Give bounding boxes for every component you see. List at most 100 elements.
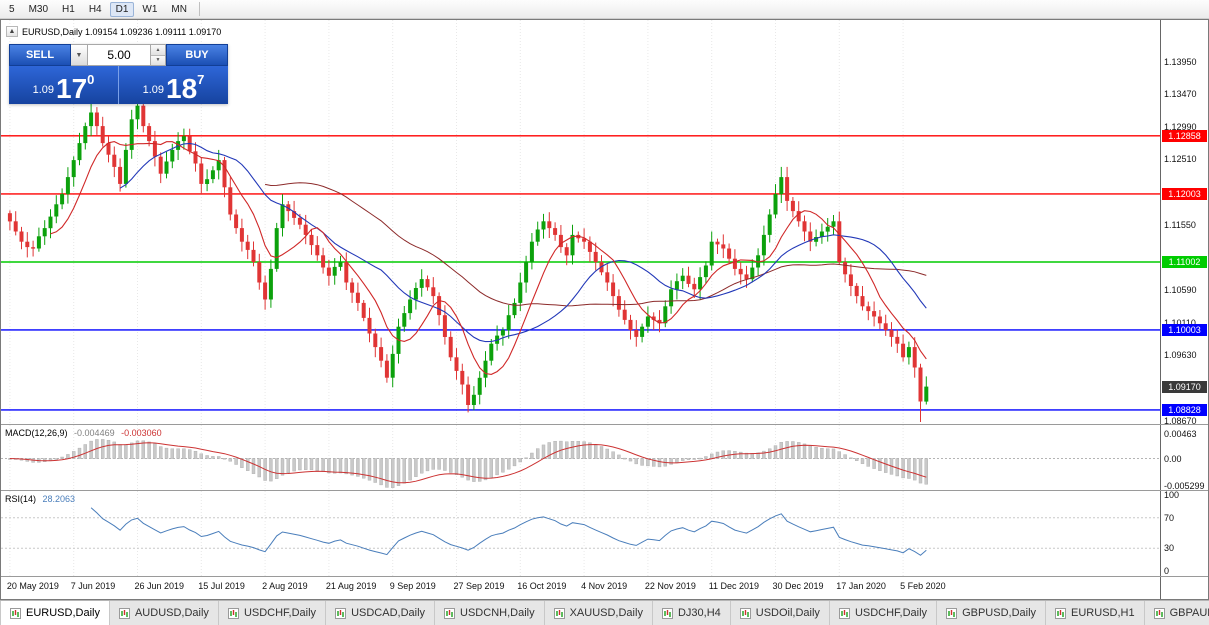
price-axis[interactable]: 1.13950 1.13470 1.12990 1.12510 1.11550 1.105… (1160, 20, 1208, 599)
timeframe-button-D1[interactable]: D1 (109, 1, 135, 17)
buy-price-pipette: 7 (197, 72, 205, 87)
volume-stepper: ▲ ▼ (151, 44, 166, 66)
toolbar-separator (198, 2, 200, 16)
date-tick: 15 Jul 2019 (198, 581, 245, 591)
tab-label: XAUUSD,Daily (569, 607, 643, 619)
rsi-name: RSI(14) (5, 494, 37, 504)
macd-tick: 0.00 (1164, 453, 1182, 464)
pane-separator (1, 576, 1208, 577)
current-price-badge: 1.09170 (1162, 380, 1207, 393)
chart-icon (838, 607, 850, 619)
chart-tab-EURUSD-H1[interactable]: EURUSD,H1 (1046, 601, 1145, 625)
chart-tab-GBPUSD-Daily[interactable]: GBPUSD,Daily (937, 601, 1047, 625)
tab-label: USDOil,Daily (755, 607, 820, 619)
timeframe-button-W1[interactable]: W1 (142, 3, 158, 15)
chart-icon (118, 607, 130, 619)
level-price-badge: 1.12003 (1162, 187, 1207, 200)
chart-tab-GBPAUD-H1[interactable]: GBPAUD,H1 (1145, 601, 1209, 625)
tab-label: EURUSD,Daily (26, 607, 100, 619)
rsi-tick: 30 (1164, 543, 1175, 554)
date-tick: 20 May 2019 (6, 581, 59, 591)
rsi-tick: 70 (1164, 512, 1175, 523)
rsi-value: 28.2063 (42, 494, 76, 504)
pane-separator[interactable] (1, 490, 1208, 491)
price-tick: 1.13950 (1164, 56, 1197, 67)
macd-tick: 0.00463 (1164, 429, 1197, 440)
chart-icon (335, 607, 347, 619)
tab-label: USDCHF,Daily (854, 607, 928, 619)
date-tick: 21 Aug 2019 (325, 581, 377, 591)
chart-tab-AUDUSD-Daily[interactable]: AUDUSD,Daily (110, 601, 219, 625)
macd-name: MACD(12,26,9) (5, 428, 68, 438)
tab-label: USDCHF,Daily (243, 607, 317, 619)
level-price-badge: 1.10003 (1162, 323, 1207, 336)
chart-icon (1153, 607, 1165, 619)
time-axis: 20 May 2019 7 Jun 2019 26 Jun 2019 15 Jul 2… (1, 577, 1160, 599)
volume-down-button[interactable]: ▼ (151, 55, 165, 65)
chart-tab-USDCNH-Daily[interactable]: USDCNH,Daily (435, 601, 545, 625)
collapse-trade-panel-button[interactable]: ▲ (6, 26, 18, 37)
macd-indicator-label: MACD(12,26,9) -0.004469 -0.003060 (5, 428, 162, 438)
chart-icon (553, 607, 565, 619)
chart-canvas[interactable]: ▲ EURUSD,Daily 1.09154 1.09236 1.09111 1… (1, 20, 1160, 599)
date-tick: 27 Sep 2019 (453, 581, 505, 591)
level-price-badge: 1.08828 (1162, 403, 1207, 416)
macd-signal-value: -0.003060 (121, 428, 162, 438)
chart-icon (10, 607, 21, 619)
timeframe-button-5[interactable]: 5 (9, 3, 15, 15)
chart-tabbar: EURUSD,Daily AUDUSD,Daily USDCHF,Daily USDC… (0, 600, 1209, 625)
chart-tab-DJ30-H4[interactable]: DJ30,H4 (653, 601, 731, 625)
chevron-down-icon: ▼ (75, 51, 83, 59)
timeframe-button-H1[interactable]: H1 (62, 3, 75, 15)
buy-button[interactable]: BUY (166, 44, 228, 66)
volume-input[interactable] (88, 44, 151, 66)
timeframe-button-M30[interactable]: M30 (28, 3, 49, 15)
tab-label: USDCAD,Daily (351, 607, 426, 619)
symbol-ohlc-text: EURUSD,Daily 1.09154 1.09236 1.09111 1.0… (22, 26, 222, 37)
chart-icon (946, 607, 958, 619)
volume-up-button[interactable]: ▲ (151, 45, 165, 56)
price-tick: 1.13470 (1164, 89, 1197, 100)
timeframe-button-MN[interactable]: MN (171, 3, 187, 15)
sell-button[interactable]: SELL (9, 44, 71, 66)
date-tick: 11 Dec 2019 (708, 581, 760, 591)
buy-price-box[interactable]: 1.09 18 7 (119, 66, 228, 104)
buy-price-prefix: 1.09 (142, 84, 165, 96)
sell-price-digits: 17 (56, 73, 88, 105)
price-tick: 1.10110 (1164, 317, 1196, 328)
macd-tick: -0.005299 (1164, 481, 1205, 492)
sell-price-box[interactable]: 1.09 17 0 (9, 66, 119, 104)
sell-price-prefix: 1.09 (32, 84, 55, 96)
volume-dropdown-button[interactable]: ▼ (71, 44, 88, 66)
tab-label: GBPUSD,Daily (962, 607, 1037, 619)
symbol-info: ▲ EURUSD,Daily 1.09154 1.09236 1.09111 1… (6, 26, 221, 37)
tab-label: EURUSD,H1 (1071, 607, 1135, 619)
chart-icon (661, 607, 673, 619)
date-tick: 22 Nov 2019 (644, 581, 696, 591)
rsi-tick: 0 (1164, 566, 1170, 576)
chart-tab-XAUUSD-Daily[interactable]: XAUUSD,Daily (545, 601, 653, 625)
pane-separator[interactable] (1, 424, 1208, 425)
level-price-badge: 1.12858 (1162, 129, 1207, 142)
sell-price-pipette: 0 (87, 72, 95, 87)
chart-tab-USDOil-Daily[interactable]: USDOil,Daily (731, 601, 830, 625)
tab-label: USDCNH,Daily (460, 607, 535, 619)
chart-tab-USDCHF-Daily[interactable]: USDCHF,Daily (219, 601, 327, 625)
date-tick: 2 Aug 2019 (262, 581, 308, 591)
date-tick: 26 Jun 2019 (134, 581, 185, 591)
chart-tab-USDCAD-Daily[interactable]: USDCAD,Daily (326, 601, 436, 625)
timeframe-button-H4[interactable]: H4 (88, 3, 102, 15)
chart-icon (227, 607, 239, 619)
buy-price-digits: 18 (166, 73, 198, 105)
tab-label: DJ30,H4 (677, 607, 721, 619)
macd-main-value: -0.004469 (74, 428, 115, 438)
chart-tab-USDCHF-Daily[interactable]: USDCHF,Daily (830, 601, 938, 625)
price-tick: 1.12990 (1164, 121, 1197, 132)
chart-tab-EURUSD-Daily[interactable]: EURUSD,Daily (0, 601, 110, 625)
date-tick: 4 Nov 2019 (581, 581, 628, 591)
candlestick-chart (1, 20, 1160, 576)
chart-icon (1055, 607, 1067, 619)
chart-icon (739, 607, 751, 619)
date-tick: 16 Oct 2019 (517, 581, 567, 591)
chart-window: ▲ EURUSD,Daily 1.09154 1.09236 1.09111 1… (0, 19, 1209, 600)
